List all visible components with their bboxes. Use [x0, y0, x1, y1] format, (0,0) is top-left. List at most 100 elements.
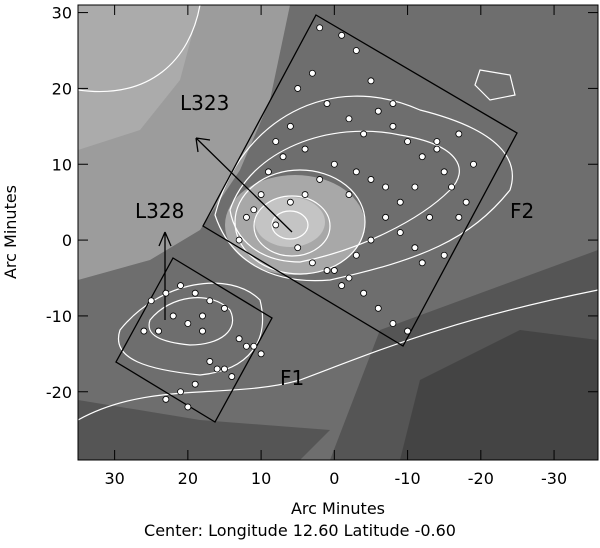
- point: [433, 145, 441, 153]
- point: [235, 335, 243, 343]
- point: [169, 312, 177, 320]
- point: [184, 320, 192, 327]
- point: [462, 198, 470, 206]
- point: [352, 168, 360, 176]
- point: [250, 206, 258, 214]
- x-tick-label: 10: [251, 469, 271, 488]
- point: [470, 160, 477, 168]
- point: [389, 122, 397, 130]
- point: [294, 85, 302, 92]
- point: [330, 160, 338, 168]
- point: [440, 168, 448, 176]
- point: [286, 122, 294, 130]
- x-tick-label: 30: [104, 469, 124, 488]
- point: [250, 342, 258, 350]
- point: [308, 259, 316, 267]
- x-tick-label: 0: [329, 469, 339, 488]
- point: [272, 221, 280, 229]
- x-tick-label: -10: [395, 469, 421, 488]
- point: [389, 100, 397, 107]
- point: [345, 274, 353, 282]
- point: [265, 168, 272, 176]
- point: [177, 388, 184, 396]
- point: [404, 138, 411, 145]
- point: [455, 213, 463, 221]
- point: [360, 130, 368, 138]
- point: [286, 198, 294, 206]
- point: [177, 282, 184, 289]
- plot-frame: [77, 4, 599, 461]
- y-tick-label: -10: [46, 307, 72, 326]
- point: [243, 213, 250, 221]
- point: [389, 320, 397, 327]
- point: [162, 395, 170, 403]
- point: [191, 289, 199, 297]
- point: [345, 191, 353, 198]
- point: [345, 115, 353, 123]
- point: [316, 24, 324, 32]
- point: [404, 327, 411, 335]
- point: [221, 365, 228, 373]
- background-map: [78, 5, 598, 460]
- y-tick-label: 20: [52, 79, 72, 98]
- point: [360, 289, 368, 297]
- point: [367, 77, 375, 85]
- point: [374, 304, 382, 312]
- x-tick-label: 20: [178, 469, 198, 488]
- point: [418, 153, 426, 161]
- annotation: F2: [510, 199, 534, 223]
- point: [206, 358, 214, 365]
- point: [301, 191, 309, 198]
- y-tick-label: 10: [52, 155, 72, 174]
- y-tick-label: -20: [46, 383, 72, 402]
- y-axis-label: Arc Minutes: [1, 185, 20, 279]
- point: [213, 365, 221, 373]
- point: [418, 259, 426, 267]
- point: [155, 327, 162, 335]
- point: [433, 138, 441, 145]
- x-tick-label: -30: [541, 469, 567, 488]
- point: [330, 267, 338, 274]
- point: [382, 213, 390, 221]
- point: [162, 289, 170, 297]
- point: [448, 183, 455, 191]
- point: [199, 327, 206, 335]
- annotation: L323: [180, 91, 229, 115]
- point: [367, 236, 375, 244]
- point: [323, 267, 331, 274]
- point: [191, 380, 199, 388]
- point: [184, 403, 192, 411]
- point: [338, 282, 346, 289]
- point: [374, 107, 382, 115]
- point: [316, 176, 324, 183]
- point: [301, 145, 309, 153]
- point: [279, 153, 287, 161]
- footer: Center: Longitude 12.60 Latitude -0.60: [144, 521, 456, 540]
- point: [140, 327, 148, 335]
- x-tick-label: -20: [468, 469, 494, 488]
- point: [228, 373, 236, 380]
- point: [147, 297, 155, 305]
- point: [323, 100, 331, 107]
- x-axis-label: Arc Minutes: [291, 499, 385, 518]
- point: [411, 183, 419, 191]
- point: [206, 297, 214, 305]
- y-tick-label: 0: [62, 231, 72, 250]
- point: [338, 31, 346, 39]
- point: [455, 130, 463, 138]
- point: [352, 47, 360, 54]
- point: [257, 350, 265, 358]
- point: [294, 244, 302, 252]
- annotation: F1: [280, 366, 304, 390]
- point: [272, 138, 280, 145]
- point: [426, 213, 433, 221]
- point: [257, 191, 265, 198]
- annotation: L328: [135, 199, 184, 223]
- point: [308, 69, 316, 77]
- point: [411, 244, 419, 252]
- point: [440, 251, 448, 259]
- point: [396, 229, 404, 236]
- point: [243, 342, 250, 350]
- point: [199, 312, 206, 320]
